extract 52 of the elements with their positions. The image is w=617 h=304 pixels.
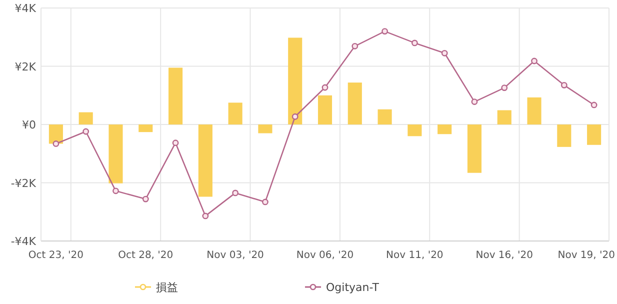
point (560, 82, 568, 88)
y-tick-label: ¥2K (14, 60, 37, 74)
x-tick-label: Nov 03, '20 (206, 250, 264, 261)
point (411, 40, 418, 46)
x-tick-label: Oct 23, '20 (28, 250, 84, 261)
legend-label: 損益 (156, 281, 178, 294)
x-tick-label: Nov 11, '20 (386, 250, 444, 261)
point (382, 28, 388, 34)
bar (228, 102, 242, 124)
bar (348, 82, 362, 124)
y-tick-label: ¥4K (14, 2, 37, 15)
bar (467, 124, 482, 173)
point (590, 102, 598, 108)
bar (198, 124, 212, 197)
x-tick-label: Nov 06, '20 (296, 250, 354, 261)
legend-label: Ogityan-T (326, 281, 380, 294)
bar (527, 97, 542, 124)
point (501, 84, 508, 91)
point (142, 196, 149, 202)
y-tick-label: ¥0 (22, 118, 36, 132)
bar (438, 124, 452, 134)
point (262, 198, 268, 206)
bar (258, 124, 272, 134)
x-tick-label: Nov 19, '20 (558, 250, 615, 261)
bar (78, 112, 93, 124)
point (112, 188, 119, 194)
y-tick-label: -¥4K (10, 235, 37, 248)
x-tick-label: Nov 16, '20 (476, 250, 533, 261)
bar (288, 38, 302, 124)
x-tick-label: Oct 28, '20 (118, 250, 174, 261)
point (441, 50, 448, 56)
point (232, 190, 239, 196)
bar (138, 124, 153, 132)
bar (318, 95, 332, 124)
bar (108, 124, 123, 184)
bar (378, 109, 392, 124)
point (322, 84, 328, 91)
point (172, 140, 179, 146)
bar (557, 124, 572, 147)
point (471, 98, 478, 105)
point (52, 140, 60, 147)
point (292, 113, 298, 120)
point (352, 42, 358, 50)
bar (48, 124, 63, 144)
bar (497, 110, 512, 124)
bar (168, 68, 183, 124)
bar (408, 124, 422, 136)
point (82, 128, 90, 135)
point (531, 58, 538, 64)
point (202, 212, 209, 220)
bar (587, 124, 602, 145)
y-tick-label: -¥2K (10, 176, 37, 190)
